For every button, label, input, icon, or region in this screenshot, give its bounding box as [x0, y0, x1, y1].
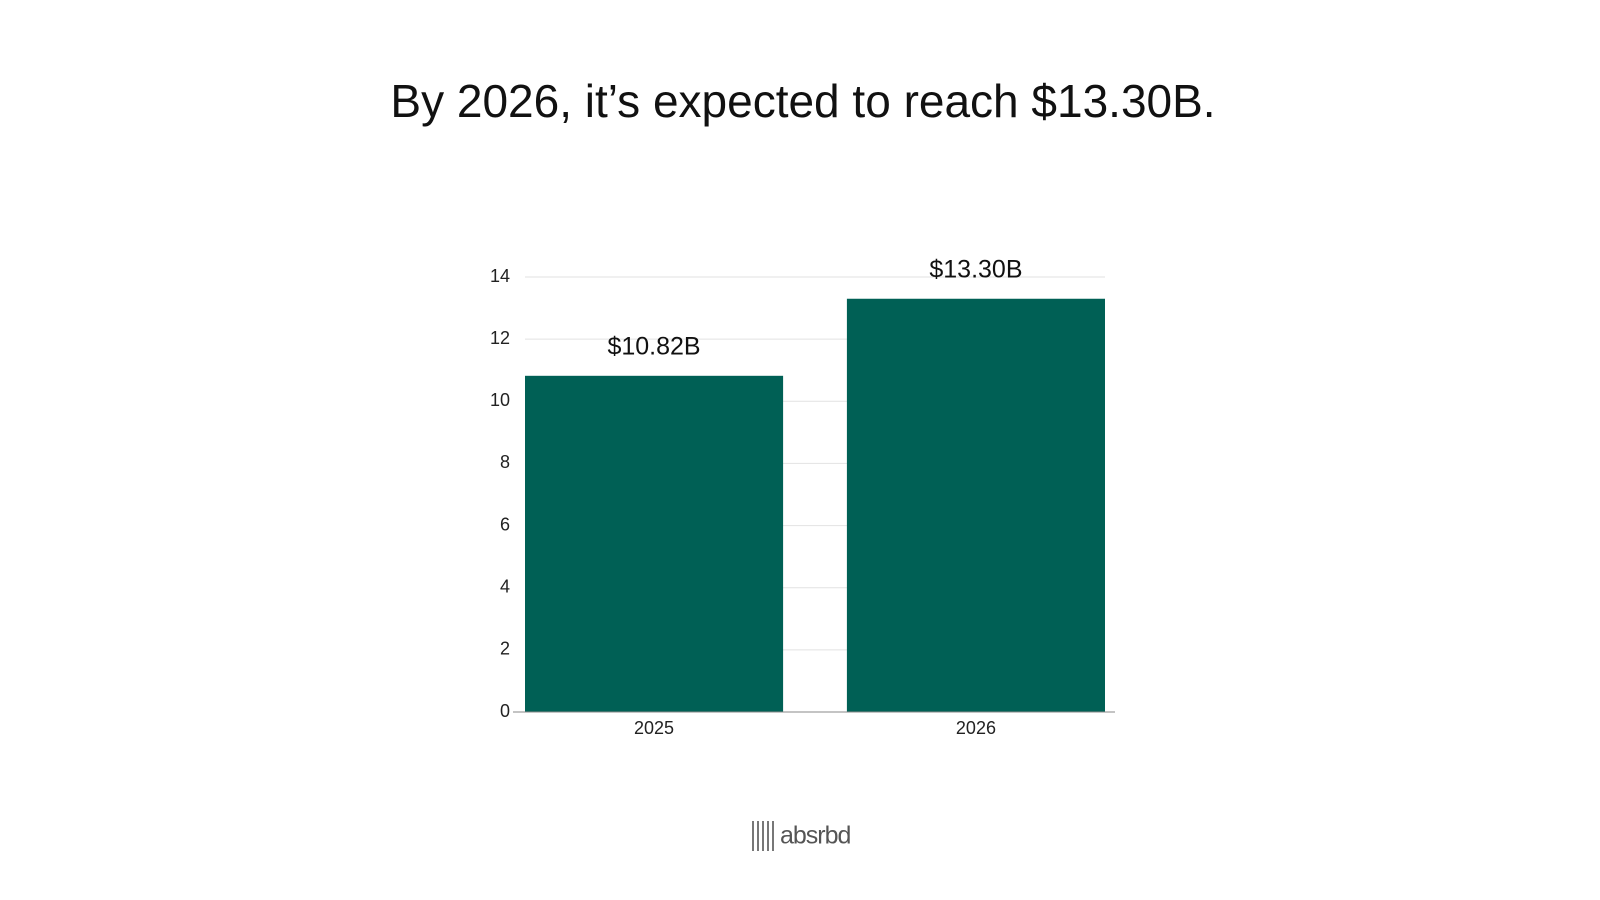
y-tick-label: 12	[490, 328, 510, 348]
value-label: $13.30B	[929, 255, 1022, 283]
bar	[525, 375, 784, 712]
x-tick-label: 2026	[956, 718, 996, 738]
chart-title: By 2026, it’s expected to reach $13.30B.	[390, 75, 1215, 127]
bar	[846, 298, 1105, 712]
y-tick-label: 6	[500, 514, 510, 534]
logo-text: absrbd	[780, 822, 851, 850]
y-tick-label: 2	[500, 639, 510, 659]
value-label: $10.82B	[607, 332, 700, 360]
y-tick-label: 10	[490, 390, 510, 410]
y-tick-label: 4	[500, 576, 510, 596]
logo-icon	[752, 821, 774, 851]
y-tick-label: 8	[500, 452, 510, 472]
y-tick-label: 0	[500, 701, 510, 721]
x-tick-label: 2025	[634, 718, 674, 738]
y-tick-label: 14	[490, 266, 510, 286]
